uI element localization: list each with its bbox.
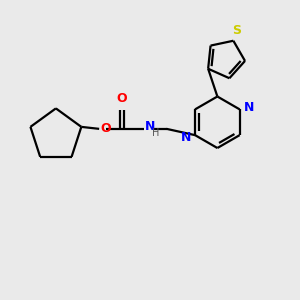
Text: N: N (244, 101, 254, 114)
Text: O: O (117, 92, 127, 105)
Text: N: N (145, 120, 155, 134)
Text: S: S (232, 24, 241, 37)
Text: N: N (181, 130, 191, 144)
Text: H: H (152, 128, 160, 138)
Text: O: O (100, 122, 111, 135)
